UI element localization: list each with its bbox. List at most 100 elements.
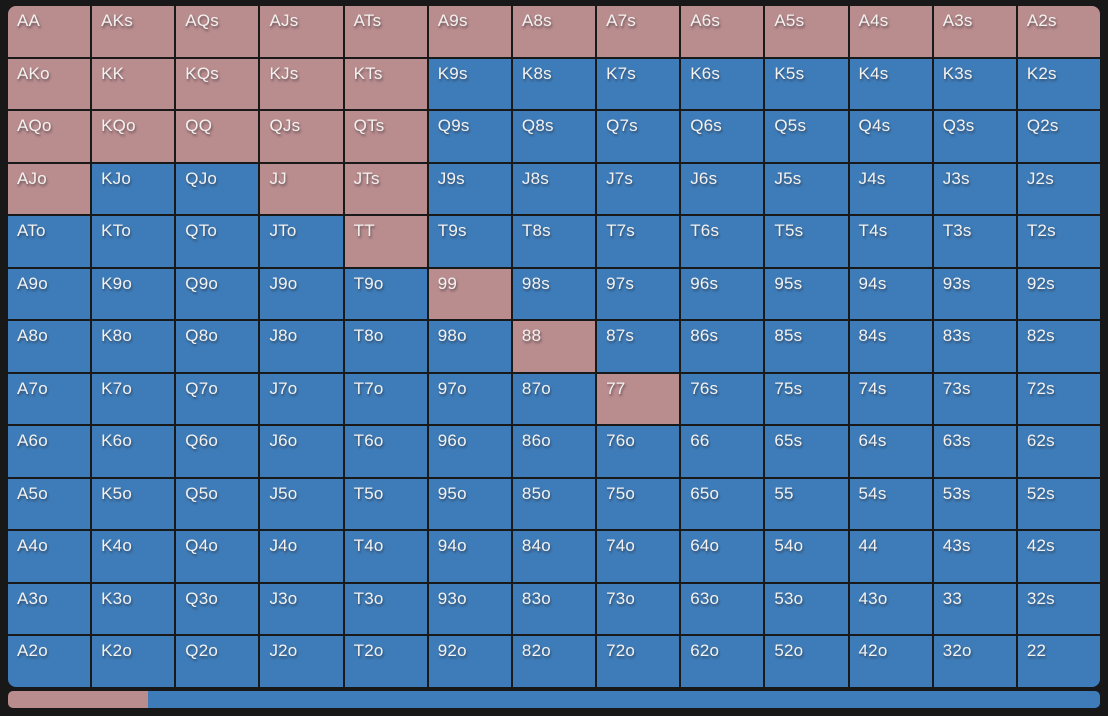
hand-cell-A7s[interactable]: A7s bbox=[597, 6, 680, 57]
hand-cell-J5s[interactable]: J5s bbox=[765, 163, 848, 215]
hand-cell-62o[interactable]: 62o bbox=[681, 636, 764, 687]
hand-cell-88[interactable]: 88 bbox=[512, 321, 596, 372]
hand-cell-96o[interactable]: 96o bbox=[428, 426, 511, 477]
hand-cell-22[interactable]: 22 bbox=[1017, 636, 1100, 687]
hand-cell-Q7s[interactable]: Q7s bbox=[597, 111, 680, 162]
hand-cell-A3s[interactable]: A3s bbox=[933, 6, 1016, 57]
hand-cell-32s[interactable]: 32s bbox=[1017, 583, 1100, 635]
hand-cell-K5s[interactable]: K5s bbox=[765, 58, 848, 110]
hand-cell-64s[interactable]: 64s bbox=[849, 426, 932, 477]
hand-cell-53s[interactable]: 53s bbox=[933, 478, 1016, 530]
hand-cell-66[interactable]: 66 bbox=[681, 426, 764, 477]
hand-cell-86o[interactable]: 86o bbox=[512, 426, 596, 477]
hand-cell-K6s[interactable]: K6s bbox=[681, 58, 764, 110]
hand-cell-J7o[interactable]: J7o bbox=[260, 373, 343, 425]
hand-cell-54o[interactable]: 54o bbox=[765, 531, 848, 582]
hand-cell-72o[interactable]: 72o bbox=[597, 636, 680, 687]
hand-cell-54s[interactable]: 54s bbox=[849, 478, 932, 530]
hand-cell-AA[interactable]: AA bbox=[8, 6, 91, 57]
hand-cell-K4s[interactable]: K4s bbox=[849, 58, 932, 110]
hand-cell-K8o[interactable]: K8o bbox=[92, 321, 175, 372]
hand-cell-AQo[interactable]: AQo bbox=[8, 111, 91, 162]
hand-cell-Q3o[interactable]: Q3o bbox=[176, 583, 259, 635]
hand-cell-98o[interactable]: 98o bbox=[428, 321, 511, 372]
hand-cell-T8o[interactable]: T8o bbox=[344, 321, 427, 372]
hand-cell-92o[interactable]: 92o bbox=[428, 636, 511, 687]
hand-cell-J8o[interactable]: J8o bbox=[260, 321, 343, 372]
hand-cell-83o[interactable]: 83o bbox=[512, 583, 596, 635]
hand-cell-65o[interactable]: 65o bbox=[681, 478, 764, 530]
hand-cell-Q6s[interactable]: Q6s bbox=[681, 111, 764, 162]
hand-cell-K9s[interactable]: K9s bbox=[428, 58, 511, 110]
hand-cell-72s[interactable]: 72s bbox=[1017, 373, 1100, 425]
hand-cell-KJo[interactable]: KJo bbox=[92, 163, 175, 215]
hand-cell-73o[interactable]: 73o bbox=[597, 583, 680, 635]
hand-cell-95o[interactable]: 95o bbox=[428, 478, 511, 530]
hand-cell-52o[interactable]: 52o bbox=[765, 636, 848, 687]
hand-cell-J2s[interactable]: J2s bbox=[1017, 163, 1100, 215]
hand-cell-JTo[interactable]: JTo bbox=[260, 216, 343, 267]
hand-cell-Q2o[interactable]: Q2o bbox=[176, 636, 259, 687]
hand-cell-92s[interactable]: 92s bbox=[1017, 268, 1100, 320]
hand-cell-AKs[interactable]: AKs bbox=[92, 6, 175, 57]
hand-cell-A7o[interactable]: A7o bbox=[8, 373, 91, 425]
hand-cell-43s[interactable]: 43s bbox=[933, 531, 1016, 582]
hand-cell-J3o[interactable]: J3o bbox=[260, 583, 343, 635]
hand-cell-Q7o[interactable]: Q7o bbox=[176, 373, 259, 425]
hand-cell-76o[interactable]: 76o bbox=[597, 426, 680, 477]
hand-cell-K5o[interactable]: K5o bbox=[92, 478, 175, 530]
hand-cell-T7s[interactable]: T7s bbox=[597, 216, 680, 267]
hand-cell-T2o[interactable]: T2o bbox=[344, 636, 427, 687]
hand-cell-KTs[interactable]: KTs bbox=[344, 58, 427, 110]
hand-cell-Q4s[interactable]: Q4s bbox=[849, 111, 932, 162]
hand-cell-T6s[interactable]: T6s bbox=[681, 216, 764, 267]
hand-cell-T4s[interactable]: T4s bbox=[849, 216, 932, 267]
hand-cell-62s[interactable]: 62s bbox=[1017, 426, 1100, 477]
hand-cell-QTo[interactable]: QTo bbox=[176, 216, 259, 267]
hand-cell-J4s[interactable]: J4s bbox=[849, 163, 932, 215]
hand-cell-K4o[interactable]: K4o bbox=[92, 531, 175, 582]
hand-cell-K2s[interactable]: K2s bbox=[1017, 58, 1100, 110]
hand-cell-T8s[interactable]: T8s bbox=[512, 216, 596, 267]
hand-cell-A8s[interactable]: A8s bbox=[512, 6, 596, 57]
hand-cell-Q6o[interactable]: Q6o bbox=[176, 426, 259, 477]
hand-cell-97o[interactable]: 97o bbox=[428, 373, 511, 425]
hand-cell-Q9s[interactable]: Q9s bbox=[428, 111, 511, 162]
hand-cell-K8s[interactable]: K8s bbox=[512, 58, 596, 110]
hand-cell-Q2s[interactable]: Q2s bbox=[1017, 111, 1100, 162]
hand-cell-A9s[interactable]: A9s bbox=[428, 6, 511, 57]
hand-cell-A9o[interactable]: A9o bbox=[8, 268, 91, 320]
hand-cell-85o[interactable]: 85o bbox=[512, 478, 596, 530]
hand-cell-A2s[interactable]: A2s bbox=[1017, 6, 1100, 57]
hand-cell-42s[interactable]: 42s bbox=[1017, 531, 1100, 582]
hand-cell-QJo[interactable]: QJo bbox=[176, 163, 259, 215]
hand-cell-63o[interactable]: 63o bbox=[681, 583, 764, 635]
hand-cell-43o[interactable]: 43o bbox=[849, 583, 932, 635]
hand-cell-KQs[interactable]: KQs bbox=[176, 58, 259, 110]
hand-cell-Q8o[interactable]: Q8o bbox=[176, 321, 259, 372]
hand-cell-94o[interactable]: 94o bbox=[428, 531, 511, 582]
hand-cell-K7s[interactable]: K7s bbox=[597, 58, 680, 110]
hand-cell-A5o[interactable]: A5o bbox=[8, 478, 91, 530]
hand-cell-84o[interactable]: 84o bbox=[512, 531, 596, 582]
hand-cell-A2o[interactable]: A2o bbox=[8, 636, 91, 687]
hand-cell-42o[interactable]: 42o bbox=[849, 636, 932, 687]
hand-cell-QTs[interactable]: QTs bbox=[344, 111, 427, 162]
hand-cell-A4s[interactable]: A4s bbox=[849, 6, 932, 57]
hand-cell-J6s[interactable]: J6s bbox=[681, 163, 764, 215]
hand-cell-75o[interactable]: 75o bbox=[597, 478, 680, 530]
hand-cell-AQs[interactable]: AQs bbox=[176, 6, 259, 57]
hand-cell-84s[interactable]: 84s bbox=[849, 321, 932, 372]
hand-cell-86s[interactable]: 86s bbox=[681, 321, 764, 372]
hand-cell-97s[interactable]: 97s bbox=[597, 268, 680, 320]
hand-cell-AJo[interactable]: AJo bbox=[8, 163, 91, 215]
hand-cell-Q9o[interactable]: Q9o bbox=[176, 268, 259, 320]
hand-cell-ATs[interactable]: ATs bbox=[344, 6, 427, 57]
hand-cell-J6o[interactable]: J6o bbox=[260, 426, 343, 477]
hand-cell-J4o[interactable]: J4o bbox=[260, 531, 343, 582]
hand-cell-J8s[interactable]: J8s bbox=[512, 163, 596, 215]
hand-cell-TT[interactable]: TT bbox=[344, 216, 427, 267]
hand-cell-82o[interactable]: 82o bbox=[512, 636, 596, 687]
hand-cell-77[interactable]: 77 bbox=[597, 373, 680, 425]
hand-cell-J9s[interactable]: J9s bbox=[428, 163, 511, 215]
